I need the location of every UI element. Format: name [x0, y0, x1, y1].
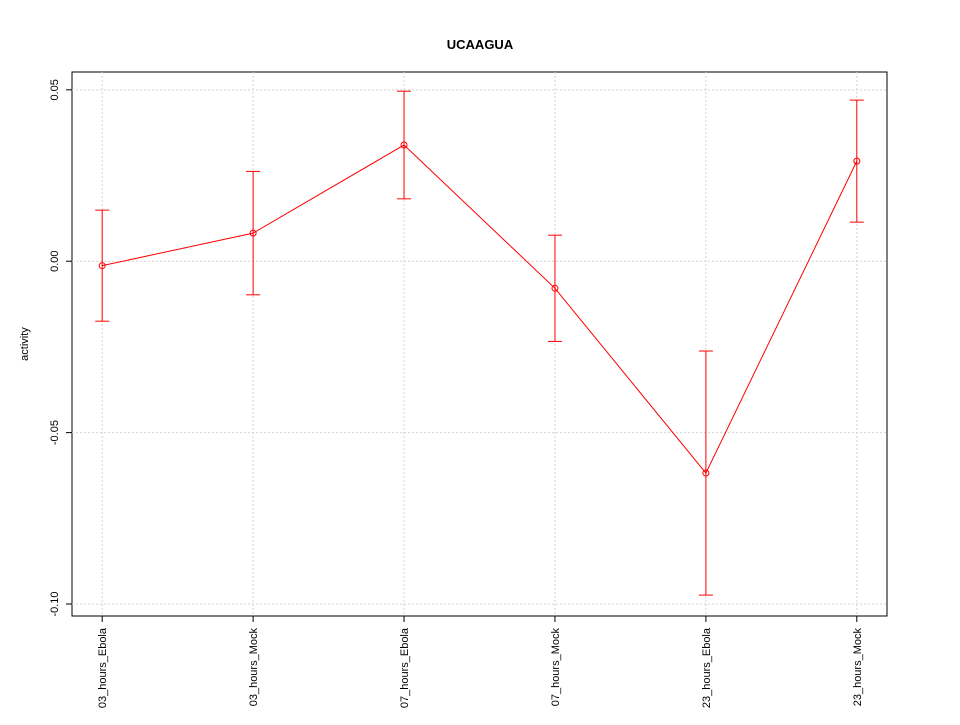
- line: [102, 144, 858, 474]
- point: [702, 469, 710, 477]
- y-axis-label: activity: [19, 327, 31, 361]
- y-tick-label: -0.10: [49, 591, 61, 616]
- point: [551, 284, 559, 292]
- chart-title: UCAAGUA: [447, 37, 514, 52]
- x-tick-label: 23_hours_Ebola: [701, 627, 713, 708]
- point: [249, 229, 257, 237]
- y-tick-label: 0.05: [49, 79, 61, 100]
- point: [400, 141, 408, 149]
- x-tick-label: 03_hours_Ebola: [97, 627, 109, 708]
- x-tick-label: 23_hours_Mock: [852, 628, 864, 707]
- x-tick-label: 07_hours_Ebola: [399, 627, 411, 708]
- plot-frame: [71, 71, 888, 617]
- point: [98, 262, 106, 270]
- y-tick-label: 0.00: [49, 251, 61, 272]
- y-tick-label: -0.05: [49, 420, 61, 445]
- point: [853, 157, 861, 165]
- x-tick-label: 07_hours_Mock: [550, 628, 562, 707]
- x-tick-label: 03_hours_Mock: [248, 628, 260, 707]
